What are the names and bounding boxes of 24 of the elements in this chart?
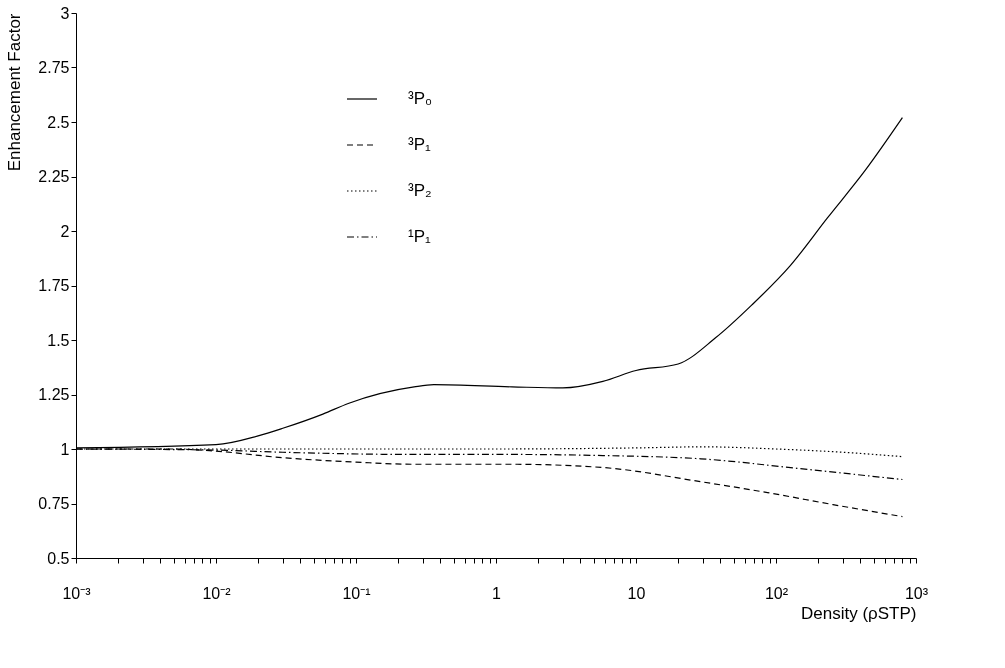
y-tick-label: 1 [60, 440, 70, 458]
x-tick-label: 10⁻² [202, 584, 232, 602]
y-tick-label: 2.75 [38, 59, 70, 76]
x-axis-title: Density (ρSTP) [801, 603, 917, 623]
y-tick-label: 0.5 [47, 549, 70, 567]
legend-label: ¹P₁ [408, 227, 431, 246]
y-tick-label: 1.5 [47, 331, 70, 349]
y-tick-label: 1.25 [38, 386, 70, 403]
y-tick-label: 0.75 [38, 495, 70, 512]
y-axis-title: Enhancement Factor [5, 13, 25, 172]
y-tick-label: 3 [60, 4, 70, 22]
x-tick-label: 1 [492, 584, 502, 602]
x-tick-label: 10³ [904, 584, 929, 602]
y-tick-label: 1.75 [38, 277, 70, 294]
y-tick-label: 2.5 [47, 113, 70, 131]
legend-label: ³P₂ [408, 181, 432, 200]
x-tick-label: 10⁻¹ [342, 584, 371, 602]
legend-label: ³P₁ [408, 135, 431, 154]
y-tick-label: 2 [60, 222, 70, 240]
x-tick-label: 10² [764, 584, 789, 602]
x-tick-label: 10⁻³ [62, 584, 92, 602]
y-tick-label: 2.25 [38, 168, 70, 185]
legend-label: ³P₀ [408, 89, 433, 108]
x-tick-label: 10 [627, 584, 646, 602]
